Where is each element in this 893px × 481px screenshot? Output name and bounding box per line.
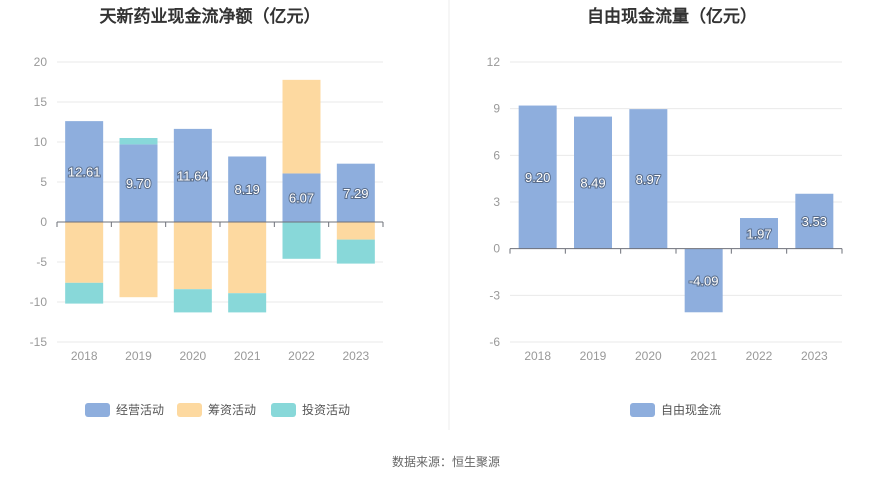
legend-swatch	[271, 403, 296, 417]
legend-swatch	[85, 403, 110, 417]
y-tick-label: 3	[493, 195, 500, 209]
data-label: 6.07	[289, 191, 314, 206]
x-tick-label: 2022	[746, 349, 773, 363]
bar-自由现金流-2021	[684, 248, 723, 313]
bar-筹资活动-2018	[65, 222, 104, 283]
x-tick-label: 2018	[524, 349, 551, 363]
bar-投资活动-2021	[228, 293, 267, 313]
y-tick-label: 0	[493, 242, 500, 256]
y-tick-label: -10	[30, 295, 48, 309]
y-tick-label: 20	[34, 55, 48, 69]
y-tick-label: -6	[489, 335, 500, 349]
legend-swatch	[177, 403, 202, 417]
data-label: 12.61	[68, 165, 101, 180]
data-label: -4.09	[689, 273, 719, 288]
left-legend: 经营活动 筹资活动 投资活动	[85, 402, 350, 417]
bar-筹资活动-2023	[336, 222, 375, 240]
data-label: 7.29	[343, 186, 368, 201]
y-tick-label: 10	[34, 135, 48, 149]
x-tick-label: 2021	[690, 349, 717, 363]
bar-投资活动-2019	[119, 138, 158, 145]
bar-投资活动-2020	[173, 289, 212, 313]
legend-swatch	[630, 403, 655, 417]
data-label: 1.97	[746, 226, 771, 241]
legend-label: 筹资活动	[208, 403, 256, 417]
x-tick-label: 2020	[179, 349, 206, 363]
right-chart: 12 9 6 3 0 -3 -6 9.20 2018 8.49 2019 8.97 2020 -4.09 2…	[487, 55, 843, 363]
bar-投资活动-2022	[282, 222, 321, 259]
x-tick-label: 2019	[580, 349, 607, 363]
y-tick-label: -15	[30, 335, 48, 349]
x-tick-label: 2021	[234, 349, 261, 363]
data-label: 8.19	[235, 182, 260, 197]
data-label: 11.64	[177, 168, 209, 183]
bar-自由现金流-2020	[629, 109, 668, 249]
right-chart-title: 自由现金流量（亿元）	[587, 6, 757, 27]
bar-自由现金流-2019	[574, 116, 612, 249]
x-tick-label: 2022	[288, 349, 315, 363]
y-tick-label: 0	[40, 215, 47, 229]
bar-筹资活动-2022	[282, 79, 321, 174]
left-chart: 20 15 10 5 0 -5 -10 -15 12.61 2018 9.70 2019 11.64 20…	[30, 55, 384, 363]
bar-自由现金流-2023	[795, 193, 834, 249]
x-tick-label: 2019	[125, 349, 152, 363]
bar-经营活动-2020	[173, 128, 212, 222]
left-chart-title: 天新药业现金流净额（亿元）	[100, 6, 321, 27]
y-tick-label: 6	[493, 148, 500, 162]
bar-投资活动-2018	[65, 282, 104, 304]
right-legend: 自由现金流	[630, 402, 721, 417]
bar-经营活动-2022	[282, 173, 321, 222]
data-source: 数据来源：恒生聚源	[392, 454, 500, 469]
data-label: 9.20	[525, 170, 550, 185]
bar-经营活动-2021	[228, 156, 267, 222]
x-tick-label: 2018	[71, 349, 98, 363]
y-tick-label: -3	[489, 288, 500, 302]
bar-自由现金流-2018	[518, 105, 557, 249]
y-tick-label: 5	[40, 175, 47, 189]
data-label: 8.49	[580, 176, 605, 191]
x-tick-label: 2023	[342, 349, 369, 363]
legend-label: 投资活动	[302, 402, 350, 417]
y-tick-label: 15	[34, 95, 48, 109]
bar-投资活动-2023	[336, 239, 375, 264]
bar-经营活动-2019	[119, 144, 158, 222]
y-tick-label: 9	[493, 102, 500, 116]
bar-筹资活动-2021	[228, 222, 267, 294]
data-label: 3.53	[802, 214, 827, 229]
y-tick-label: -5	[36, 255, 47, 269]
bar-经营活动-2018	[65, 121, 104, 222]
data-label: 8.97	[636, 172, 661, 187]
bar-经营活动-2023	[336, 163, 375, 222]
y-tick-label: 12	[487, 55, 501, 69]
bar-自由现金流-2022	[740, 218, 778, 249]
data-label: 9.70	[126, 176, 151, 191]
bar-筹资活动-2020	[173, 222, 212, 290]
x-tick-label: 2023	[801, 349, 828, 363]
x-tick-label: 2020	[635, 349, 662, 363]
legend-label: 自由现金流	[661, 402, 721, 417]
legend-label: 经营活动	[116, 403, 164, 417]
bar-筹资活动-2019	[119, 222, 158, 298]
